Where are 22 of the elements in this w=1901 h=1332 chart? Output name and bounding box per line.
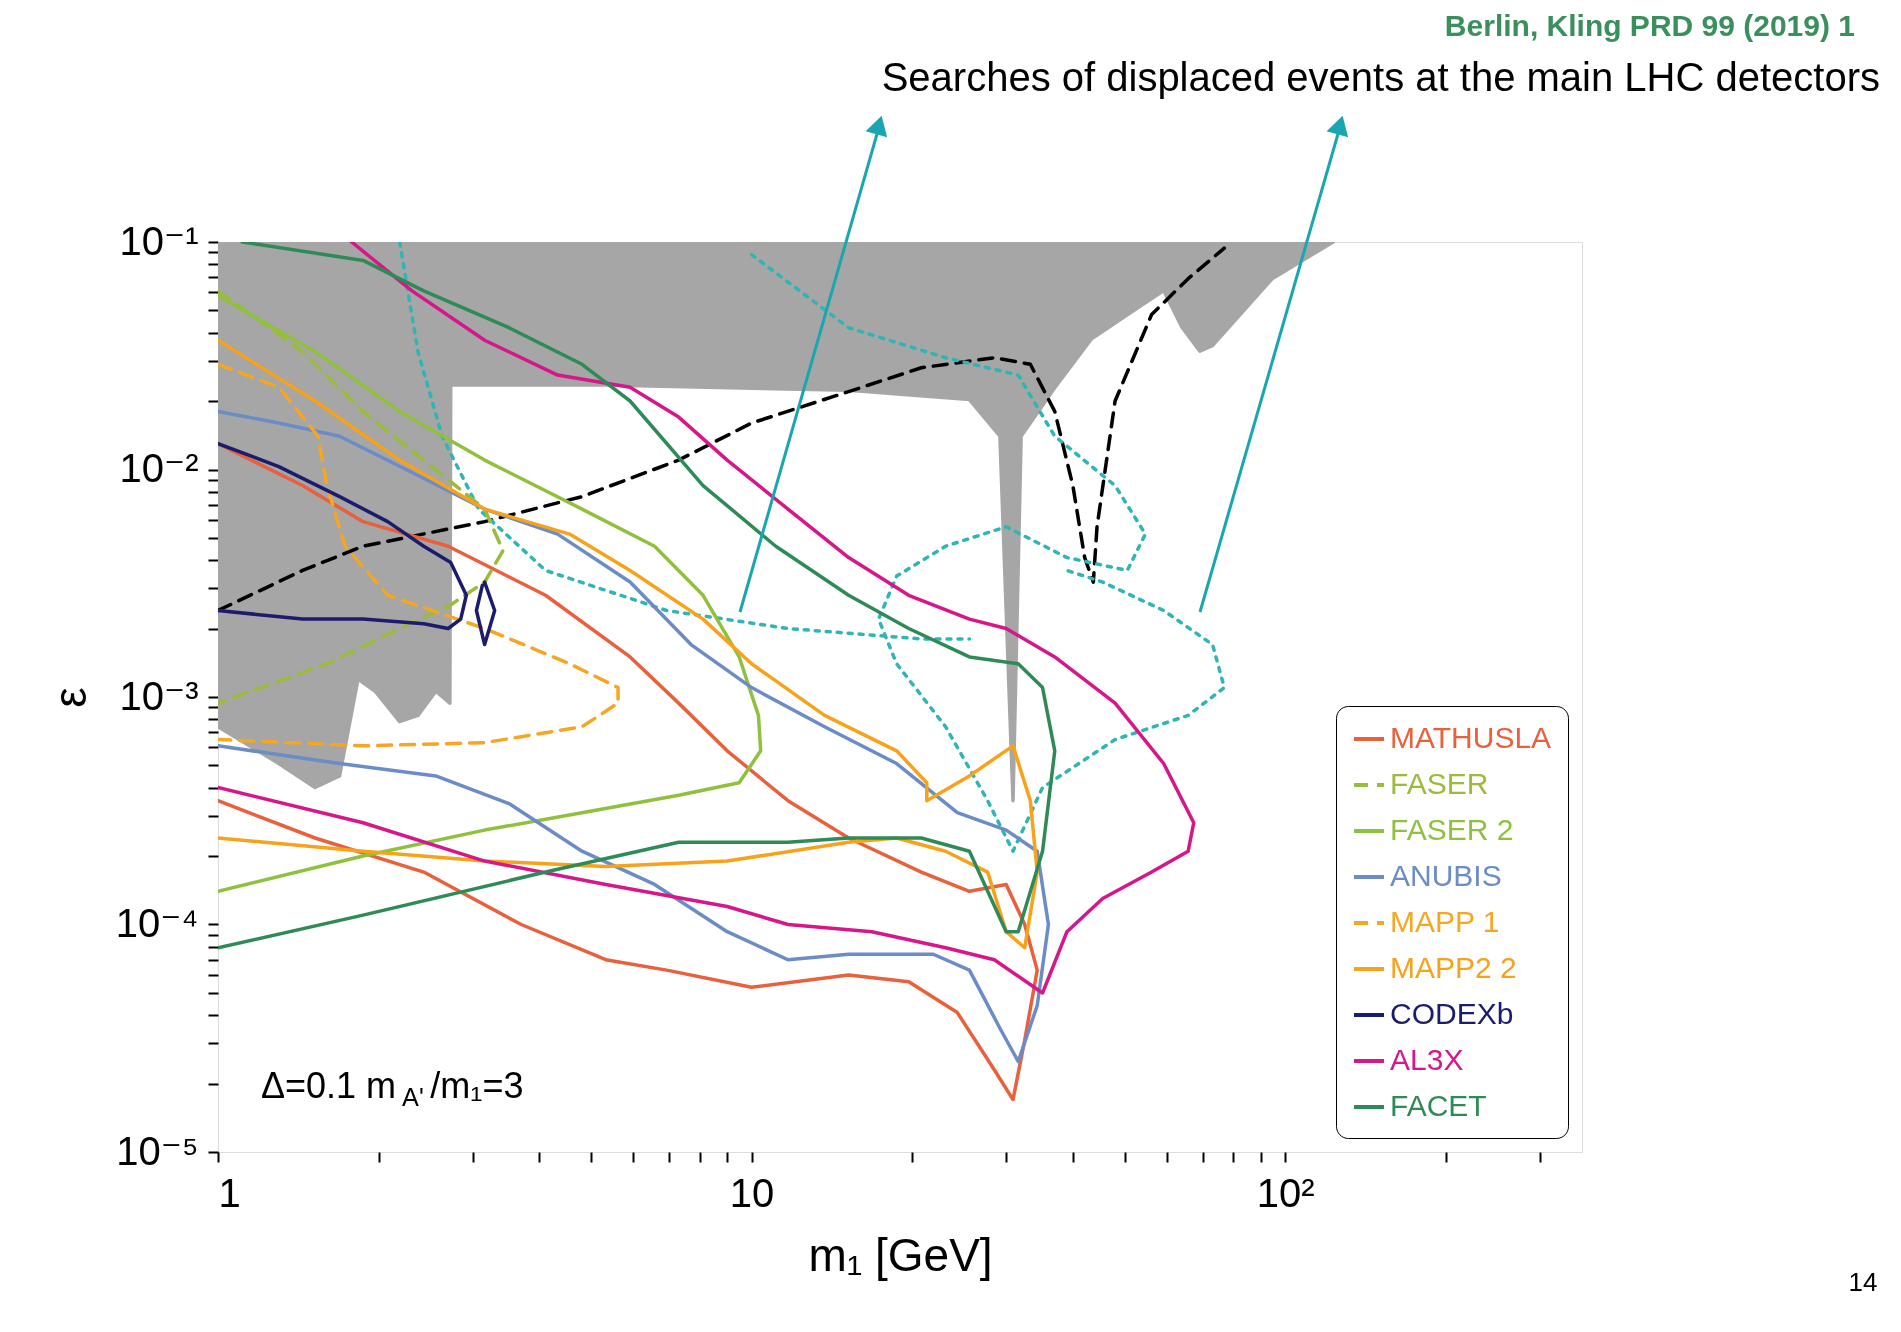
legend-label: CODEXb	[1390, 997, 1514, 1030]
y-tick-label: 10⁻¹	[119, 218, 199, 263]
legend-label: ANUBIS	[1390, 859, 1502, 892]
x-tick-label: 1	[218, 1170, 241, 1215]
y-tick-label: 10⁻²	[119, 446, 199, 490]
text: Berlin, Kling PRD 99 (2019) 1	[1444, 9, 1855, 42]
legend-label: FASER 2	[1390, 813, 1514, 846]
legend-label: MAPP2 2	[1390, 951, 1517, 984]
y-axis-title: ε	[43, 687, 96, 708]
legend-label: FACET	[1390, 1089, 1487, 1122]
text: Searches of displaced events at the main LHC detectors	[881, 55, 1880, 99]
y-tick-label: 10⁻⁵	[116, 1128, 199, 1173]
legend-label: MATHUSLA	[1390, 721, 1552, 754]
y-tick-label: 10⁻⁴	[115, 901, 199, 945]
y-tick-label: 10⁻³	[119, 673, 199, 718]
legend-label: FASER	[1390, 767, 1489, 800]
legend-label: AL3X	[1390, 1043, 1464, 1076]
x-axis-title: m₁ [GeV]	[808, 1228, 993, 1281]
x-tick-label: 10²	[1256, 1170, 1315, 1215]
text: 14	[1848, 1267, 1878, 1297]
legend-label: MAPP 1	[1390, 905, 1500, 938]
x-tick-label: 10	[729, 1170, 775, 1215]
